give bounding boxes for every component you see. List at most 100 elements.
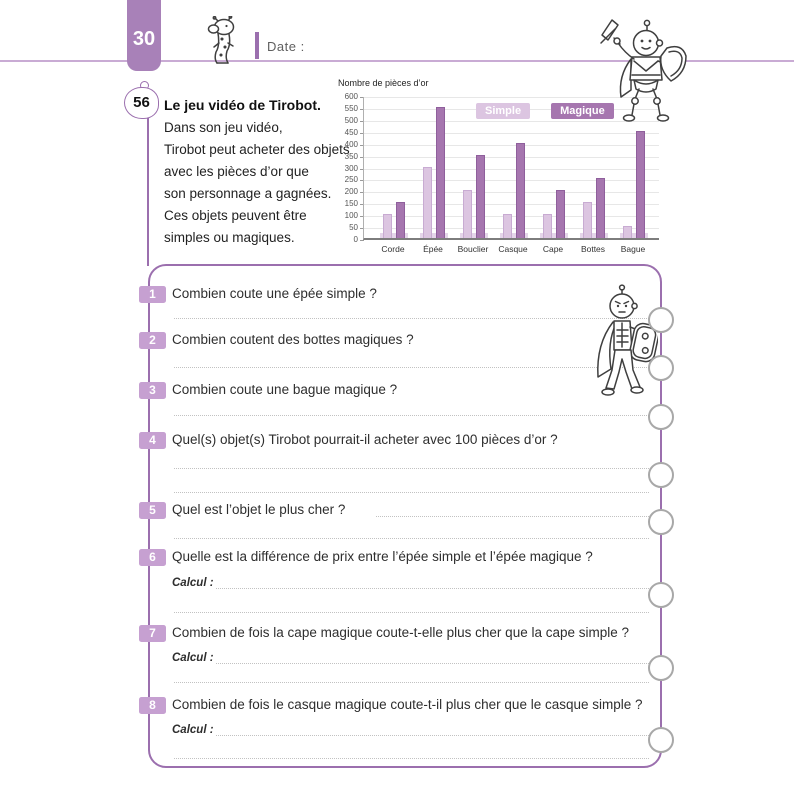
answer-line bbox=[174, 367, 649, 368]
x-tick-label: Cape bbox=[542, 244, 564, 254]
question-2-text: Combien coutent des bottes magiques ? bbox=[172, 332, 414, 347]
y-tick-label: 600 bbox=[344, 92, 358, 101]
bar-simple-corde bbox=[383, 214, 392, 238]
question-4-text: Quel(s) objet(s) Tirobot pourrait-il ach… bbox=[172, 432, 558, 447]
question-number-badge: 5 bbox=[139, 502, 166, 519]
y-tick-label: 250 bbox=[344, 175, 358, 185]
bar-simple-cape bbox=[543, 214, 552, 238]
question-number-badge: 8 bbox=[139, 697, 166, 714]
bar-magique-bague bbox=[636, 130, 645, 238]
gridline bbox=[364, 97, 659, 98]
binder-hole bbox=[648, 727, 674, 753]
question-7-text: Combien de fois la cape magique coute-t-… bbox=[172, 625, 630, 640]
x-tick-label: Épée bbox=[423, 244, 443, 254]
y-tick-mark bbox=[360, 144, 364, 146]
question-number-badge: 3 bbox=[139, 382, 166, 399]
calcul-label: Calcul : bbox=[172, 577, 214, 589]
bar-simple-bottes bbox=[583, 202, 592, 238]
question-number-badge: 4 bbox=[139, 432, 166, 449]
answer-line bbox=[174, 538, 649, 539]
tirobot-shield-illustration bbox=[597, 284, 658, 396]
gold-pieces-chart: Nombre de pièces d’or 0 50 100 150 200 250 300… bbox=[337, 78, 667, 263]
answer-line bbox=[174, 468, 649, 469]
intro-line: Ces objets peuvent être bbox=[164, 208, 307, 223]
page-number-tab: 30 bbox=[127, 0, 161, 71]
intro-line: son personnage a gagnées. bbox=[164, 186, 332, 201]
bar-magique-épée bbox=[436, 106, 445, 238]
question-5-text: Quel est l’objet le plus cher ? bbox=[172, 502, 346, 517]
question-8-text: Combien de fois le casque magique coute-… bbox=[172, 697, 643, 712]
gridline bbox=[364, 156, 659, 158]
legend-item-simple: Simple bbox=[476, 103, 531, 119]
y-tick-mark bbox=[360, 192, 364, 194]
x-tick-label: Bottes bbox=[580, 244, 606, 254]
date-label: Date : bbox=[267, 39, 305, 54]
bar-simple-épée bbox=[423, 166, 432, 238]
x-tick-label: Bague bbox=[620, 244, 646, 254]
x-tick-label: Corde bbox=[381, 244, 405, 254]
y-tick-mark bbox=[360, 204, 364, 206]
bar-base bbox=[380, 233, 408, 238]
tirobot-knight-illustration bbox=[600, 19, 687, 122]
y-tick-label: 50 bbox=[349, 223, 358, 233]
y-tick-label: 450 bbox=[344, 127, 358, 137]
header-rule bbox=[0, 60, 794, 62]
y-tick-mark bbox=[360, 120, 364, 122]
answer-line bbox=[174, 758, 649, 759]
question-1-text: Combien coute une épée simple ? bbox=[172, 286, 377, 301]
bar-magique-casque bbox=[516, 142, 525, 238]
y-tick-mark bbox=[360, 216, 364, 218]
gridline bbox=[364, 168, 659, 170]
answer-line bbox=[174, 415, 649, 416]
page-number: 30 bbox=[132, 28, 156, 50]
y-tick-mark bbox=[360, 228, 364, 230]
x-tick-label: Casque bbox=[498, 244, 528, 254]
exercise-number: 56 bbox=[133, 94, 150, 111]
binder-hole bbox=[648, 307, 674, 333]
chart-plot-area bbox=[363, 97, 659, 240]
legend-item-magique: Magique bbox=[551, 103, 614, 119]
bar-base bbox=[460, 233, 488, 238]
date-divider bbox=[255, 32, 259, 59]
bar-base bbox=[580, 233, 608, 238]
bar-simple-bague bbox=[623, 226, 632, 238]
giraffe-mascot-illustration bbox=[207, 16, 235, 64]
question-number-badge: 6 bbox=[139, 549, 166, 566]
question-number-badge: 2 bbox=[139, 332, 166, 349]
gridline bbox=[364, 132, 659, 134]
chart-y-axis-title: Nombre de pièces d’or bbox=[338, 78, 429, 88]
y-tick-mark bbox=[360, 168, 364, 170]
binder-hole bbox=[648, 355, 674, 381]
y-tick-mark bbox=[360, 240, 364, 241]
bar-base bbox=[420, 233, 448, 238]
y-tick-label: 150 bbox=[344, 199, 358, 209]
bar-simple-bouclier bbox=[463, 190, 472, 238]
exercise-intro: Dans son jeu vidéo, Tirobot peut acheter… bbox=[164, 117, 350, 249]
question-3-text: Combien coute une bague magique ? bbox=[172, 382, 398, 397]
binder-hole bbox=[648, 582, 674, 608]
exercise-title: Le jeu vidéo de Tirobot. bbox=[164, 97, 321, 113]
bar-magique-bouclier bbox=[476, 154, 485, 238]
x-tick-label: Bouclier bbox=[457, 244, 489, 254]
intro-line: Tirobot peut acheter des objets bbox=[164, 142, 350, 157]
answer-line bbox=[174, 492, 649, 493]
gridline bbox=[364, 144, 659, 146]
question-number-badge: 7 bbox=[139, 625, 166, 642]
y-tick-mark bbox=[360, 156, 364, 158]
bar-magique-bottes bbox=[596, 178, 605, 238]
intro-line: Dans son jeu vidéo, bbox=[164, 120, 283, 135]
y-tick-mark bbox=[360, 180, 364, 182]
exercise-number-bubble: 56 bbox=[124, 87, 159, 119]
answer-line bbox=[174, 318, 649, 319]
chart-legend: Simple Magique bbox=[476, 103, 614, 119]
binder-hole bbox=[648, 404, 674, 430]
y-tick-label: 500 bbox=[344, 115, 358, 125]
y-tick-mark bbox=[360, 108, 364, 110]
question-6-text: Quelle est la différence de prix entre l… bbox=[172, 549, 593, 564]
binder-hole bbox=[648, 509, 674, 535]
y-tick-label: 400 bbox=[344, 139, 358, 149]
bar-base bbox=[540, 233, 568, 238]
y-tick-mark bbox=[360, 97, 364, 98]
answer-line bbox=[174, 682, 649, 683]
